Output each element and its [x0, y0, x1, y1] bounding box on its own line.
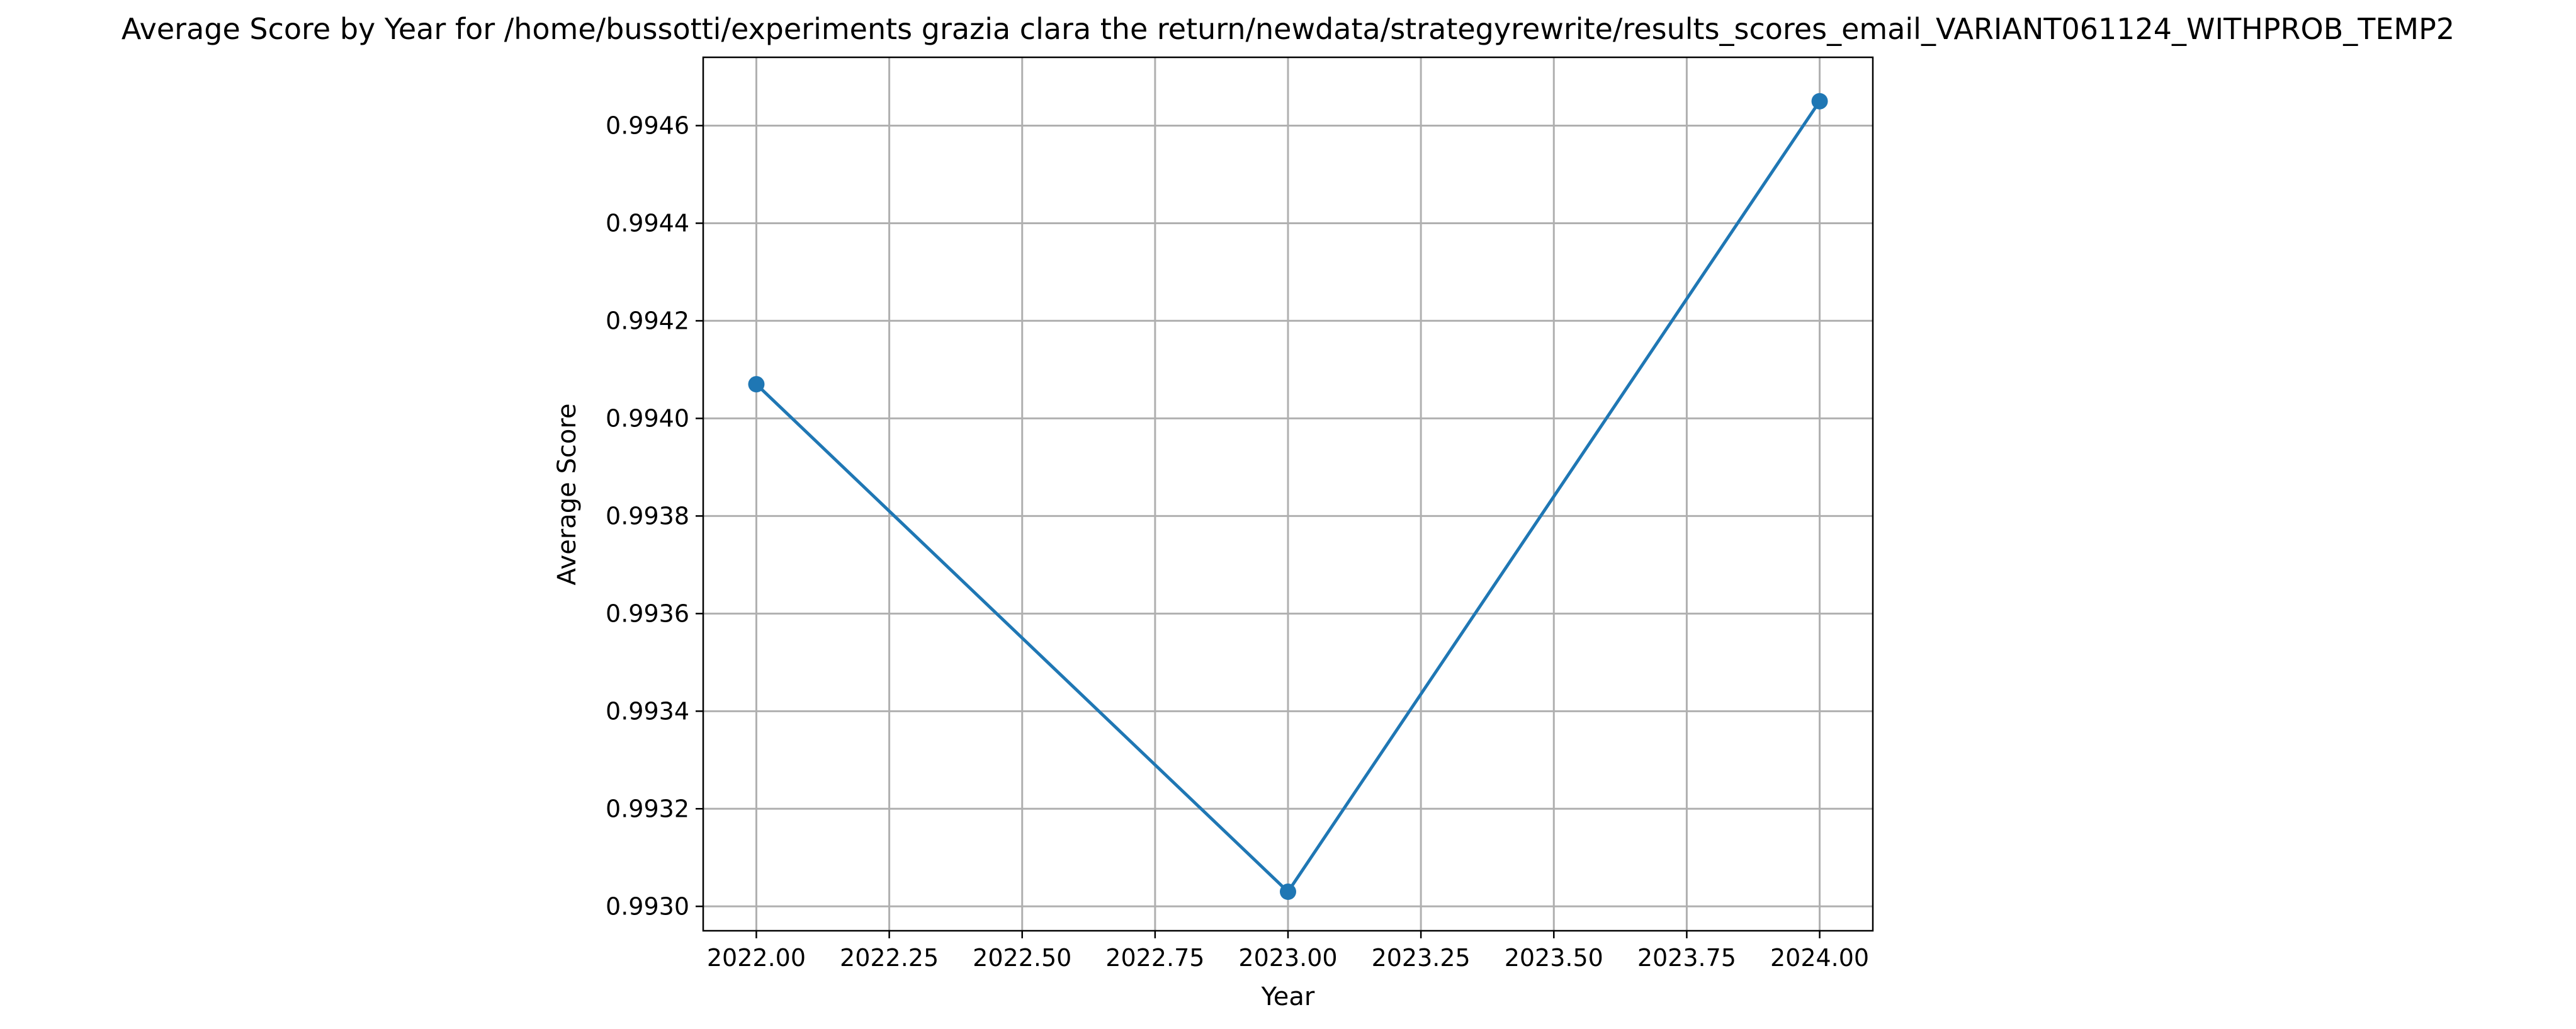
y-tick-label: 0.9930: [606, 892, 689, 920]
data-point: [748, 376, 765, 393]
x-tick-label: 2022.75: [1105, 944, 1204, 972]
y-axis-label: Average Score: [553, 403, 582, 585]
plot-area-frame: [702, 56, 1874, 932]
x-tick-label: 2023.00: [1238, 944, 1337, 972]
x-tick-label: 2022.00: [707, 944, 806, 972]
y-tick-label: 0.9934: [606, 697, 689, 725]
y-tick-label: 0.9942: [606, 307, 689, 334]
data-series: [748, 93, 1828, 901]
x-tick-label: 2022.50: [973, 944, 1071, 972]
x-axis-label: Year: [1261, 982, 1315, 1011]
x-tick-label: 2023.50: [1505, 944, 1603, 972]
y-tick-label: 0.9944: [606, 209, 689, 237]
y-tick-label: 0.9940: [606, 404, 689, 432]
grid-lines: [703, 57, 1873, 931]
x-tick-label: 2024.00: [1770, 944, 1869, 972]
y-tick-label: 0.9946: [606, 111, 689, 139]
data-point: [1811, 93, 1828, 110]
x-tick-label: 2022.25: [840, 944, 939, 972]
x-tick-label: 2023.75: [1637, 944, 1736, 972]
y-tick-label: 0.9938: [606, 502, 689, 530]
chart-title: Average Score by Year for /home/bussotti…: [121, 12, 2455, 46]
axis-ticks: 2022.00 2022.25 2022.50 2022.75 2023.00 2023.…: [606, 111, 1869, 972]
y-tick-label: 0.9932: [606, 795, 689, 822]
y-tick-label: 0.9936: [606, 600, 689, 627]
x-tick-label: 2023.25: [1372, 944, 1471, 972]
data-point: [1280, 884, 1296, 901]
